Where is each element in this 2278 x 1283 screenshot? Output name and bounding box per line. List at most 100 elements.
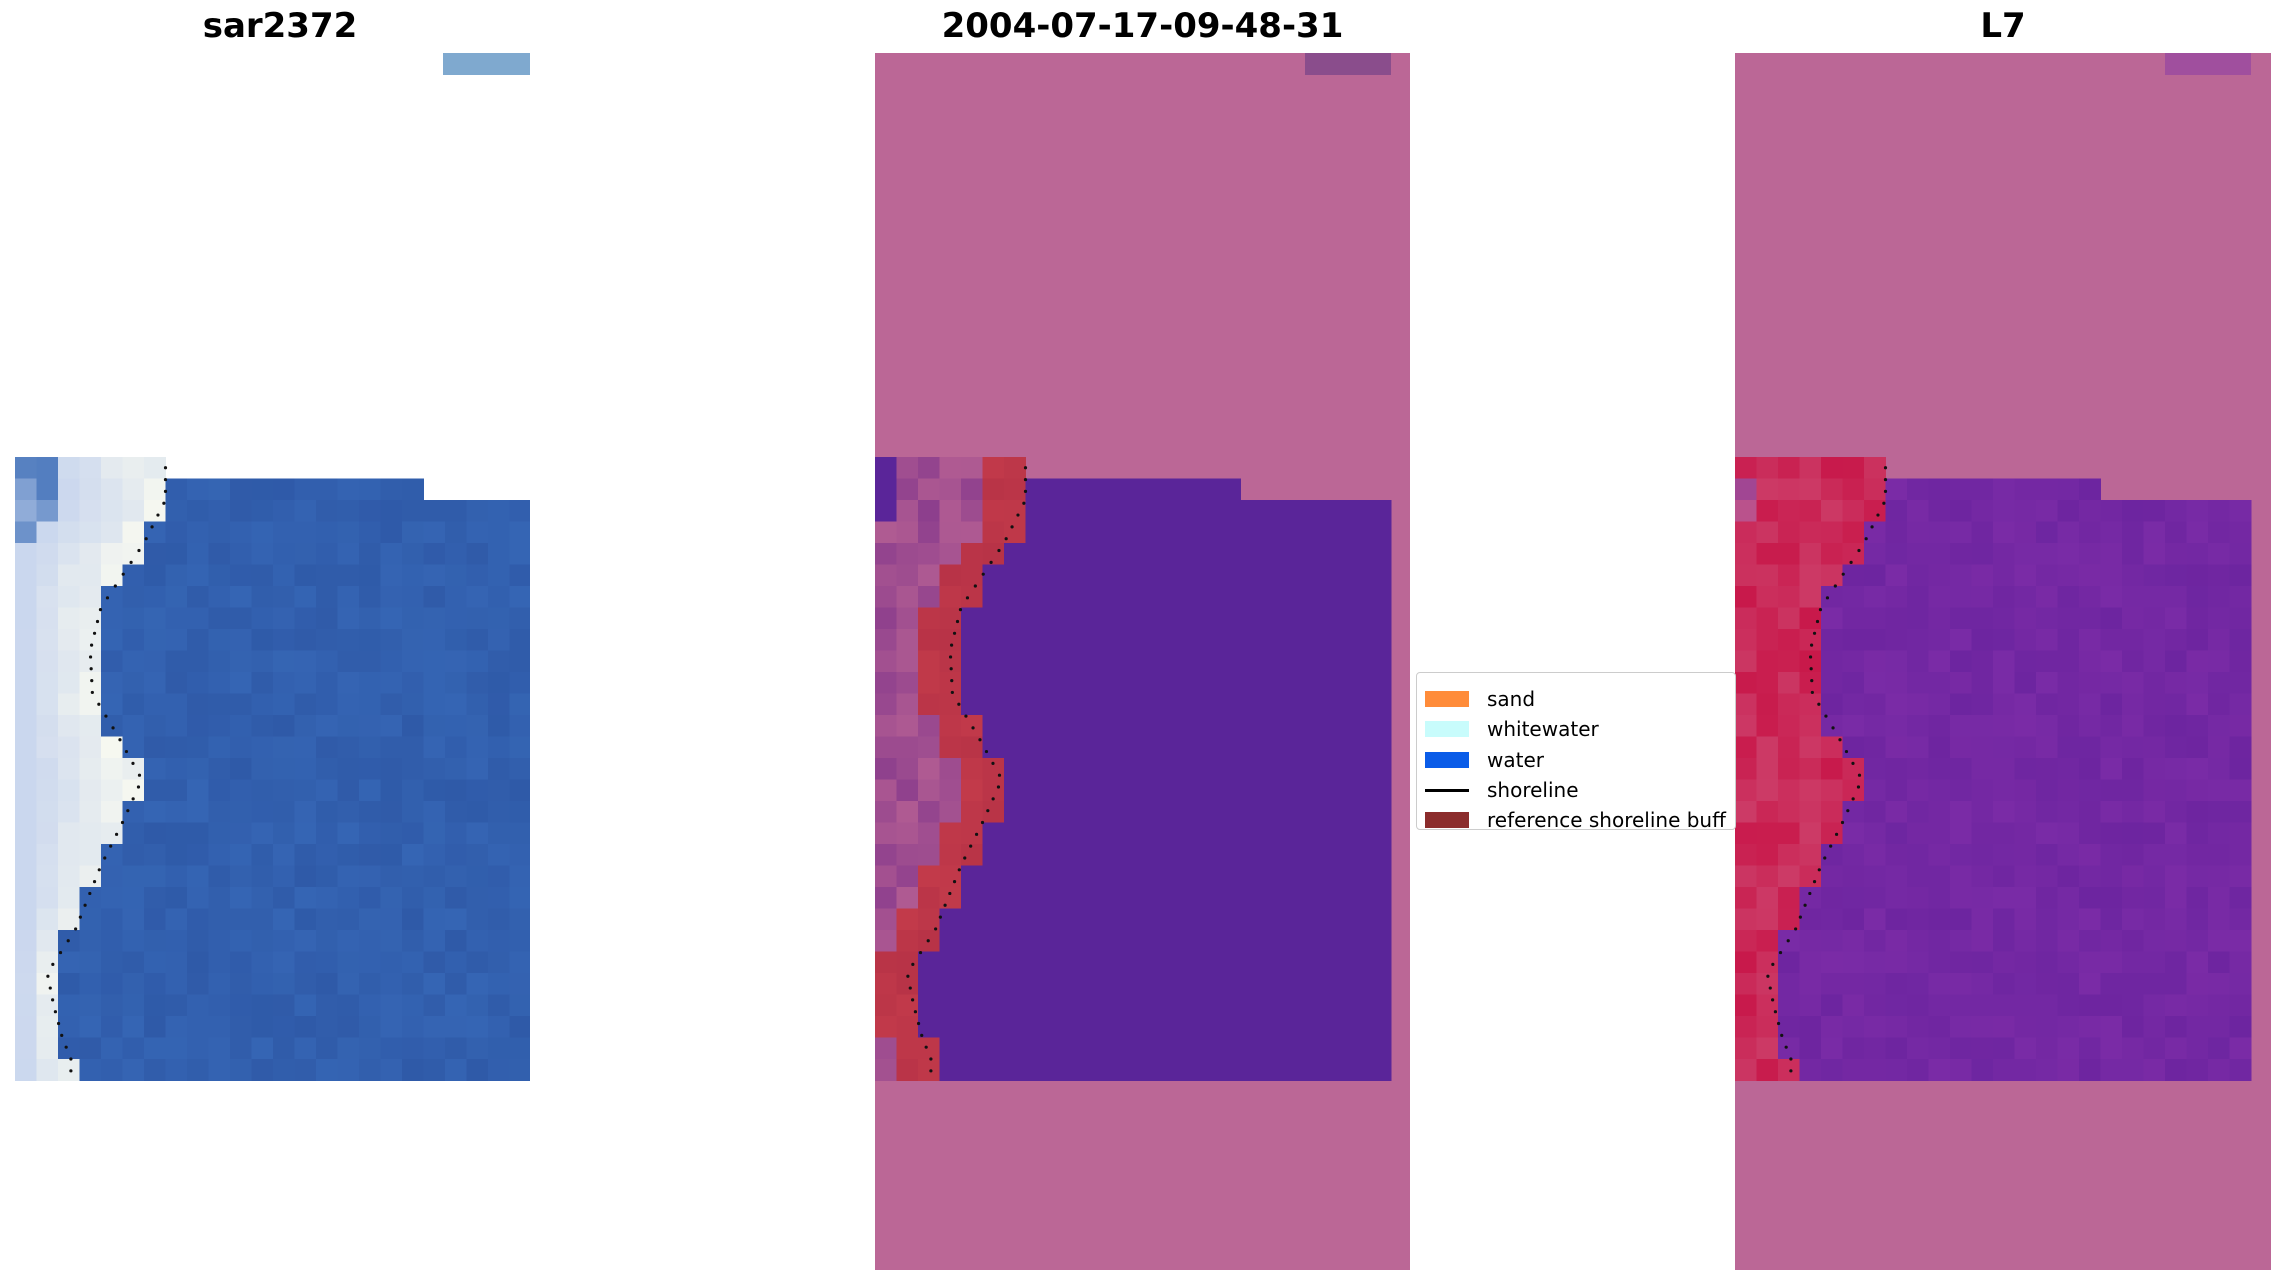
shoreline-dot (981, 572, 985, 576)
shoreline-dot (1882, 501, 1886, 505)
legend-item-water: water (1425, 748, 1544, 772)
shoreline-dot (66, 939, 70, 943)
shoreline-dot (144, 537, 148, 541)
shoreline-dot (908, 986, 912, 990)
classified-image (875, 53, 1410, 1270)
shoreline-dot (1786, 939, 1790, 943)
shoreline-dot (911, 962, 915, 967)
shoreline-dot (120, 820, 125, 825)
shoreline-dot (78, 915, 82, 919)
shoreline-dot (1824, 714, 1828, 718)
shoreline-dot (126, 809, 130, 813)
shoreline-dot (1851, 797, 1855, 801)
shoreline-dot (163, 466, 168, 470)
index-image-panel (1735, 53, 2271, 1270)
shoreline-dot (1857, 548, 1861, 553)
shoreline-dot (48, 986, 52, 990)
shoreline-dot (984, 749, 989, 754)
shoreline-dot (137, 773, 142, 777)
shoreline-dot (53, 1010, 58, 1014)
legend-item-whitewater: whitewater (1425, 717, 1599, 741)
shoreline-dot (934, 927, 938, 931)
shoreline-dot (1789, 1057, 1793, 1061)
shoreline-dot (64, 1045, 68, 1049)
shoreline-dot (1776, 1021, 1781, 1026)
shoreline-dot (1831, 726, 1835, 730)
shoreline-dot (88, 891, 92, 896)
shoreline-dot (949, 667, 953, 671)
shoreline-dot (90, 690, 94, 695)
shoreline-dot (1823, 856, 1827, 860)
shoreline-dot (111, 726, 115, 730)
reference-buffer-swatch (1425, 812, 1469, 828)
shoreline-dot (1840, 820, 1845, 825)
shoreline-dot (1841, 572, 1845, 576)
legend-item-shoreline: shoreline (1425, 778, 1579, 802)
shoreline-dot (60, 1033, 64, 1037)
shoreline-dot (974, 832, 979, 836)
shoreline-dot (913, 1010, 918, 1014)
rgb-image (15, 53, 530, 1270)
shoreline-dot (1773, 1010, 1778, 1014)
shoreline-dot (74, 927, 78, 931)
water-swatch (1425, 752, 1469, 768)
shoreline-dot (965, 596, 970, 600)
shoreline-dot (163, 489, 168, 493)
shoreline-dot (1810, 690, 1814, 695)
shoreline-dot (1864, 537, 1868, 541)
shoreline-dot (920, 1033, 924, 1037)
shoreline-dot (131, 761, 135, 765)
shoreline-dot (1766, 974, 1770, 978)
shoreline-dot (986, 809, 990, 813)
shoreline-dot (924, 1045, 928, 1049)
shoreline-dot (156, 513, 160, 517)
shoreline-dot (948, 655, 953, 659)
shoreline-dot (124, 749, 129, 754)
shoreline-dot (1818, 608, 1823, 612)
shoreline-dot (1883, 477, 1888, 482)
shoreline-dot (980, 820, 985, 825)
shoreline-dot (1870, 525, 1874, 529)
shoreline-dot (1778, 950, 1783, 955)
shoreline-dot (929, 1069, 933, 1073)
shoreline-dot (1768, 986, 1772, 990)
shoreline-dot (958, 608, 963, 612)
shoreline-dot (918, 950, 923, 955)
shoreline-dot (1809, 667, 1813, 671)
index-image (1735, 53, 2271, 1270)
shoreline-dot (952, 631, 957, 635)
legend-item-sand: sand (1425, 687, 1535, 711)
shoreline-dot (1771, 998, 1775, 1002)
shoreline-dot (51, 998, 55, 1002)
panel-title-sar2372: sar2372 (202, 6, 358, 46)
shoreline-dot (137, 548, 141, 553)
shoreline-dot (1849, 560, 1853, 564)
shoreline-dot (911, 998, 915, 1002)
shoreline-dot (964, 714, 968, 718)
shoreline-dot (56, 1021, 61, 1026)
shoreline-dot (1780, 1033, 1784, 1037)
shoreline-dot (1023, 489, 1028, 493)
shoreline-dot (969, 844, 973, 848)
corner-strip (1305, 53, 1391, 75)
shoreline-dot (69, 1057, 73, 1061)
legend-label-water: water (1487, 748, 1544, 772)
shoreline-dot (90, 679, 94, 683)
shoreline-dot (1815, 619, 1820, 624)
shoreline-dot (1794, 927, 1798, 931)
shoreline-dot (1883, 466, 1888, 470)
shoreline-dot (938, 915, 942, 919)
shoreline-dot (929, 1057, 933, 1061)
shoreline-dot (943, 903, 947, 907)
shoreline-dot (926, 939, 930, 943)
shoreline-dot (1838, 738, 1842, 742)
shoreline-dot (69, 1069, 73, 1073)
shoreline-dot (997, 548, 1001, 553)
shoreline-dot (1846, 809, 1850, 813)
shoreline-dot (58, 950, 63, 955)
shoreline-dot (1812, 631, 1817, 635)
shoreline-dot (1023, 466, 1028, 470)
shoreline-dot (957, 702, 961, 706)
shoreline-dot (1851, 761, 1855, 765)
legend-label-shoreline: shoreline (1487, 778, 1579, 802)
